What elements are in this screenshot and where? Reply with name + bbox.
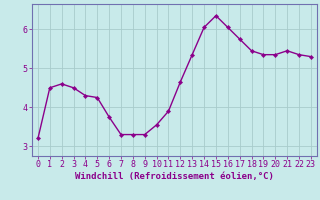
X-axis label: Windchill (Refroidissement éolien,°C): Windchill (Refroidissement éolien,°C) — [75, 172, 274, 181]
